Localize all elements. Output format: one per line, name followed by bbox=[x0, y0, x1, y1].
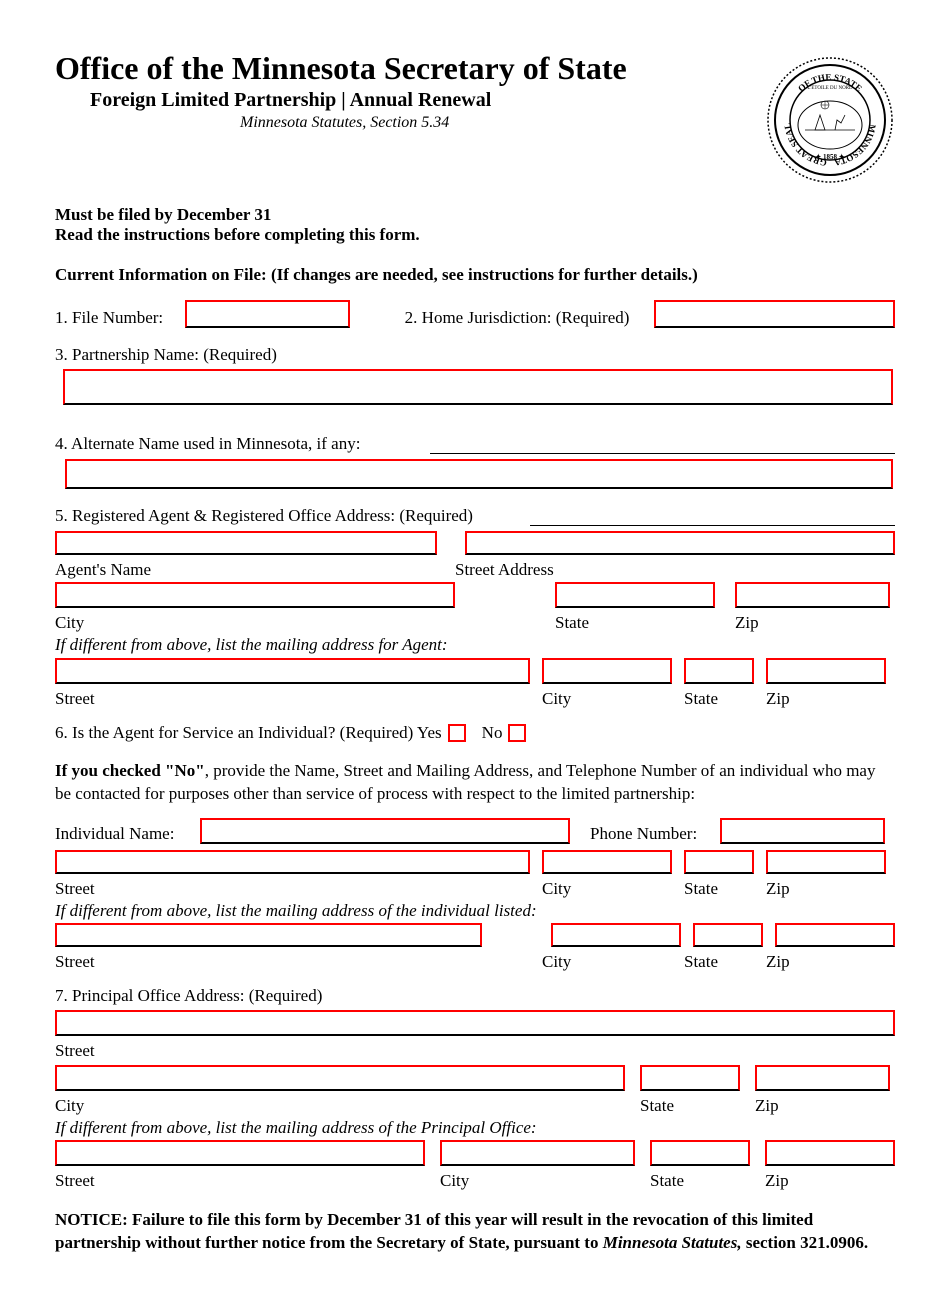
agent-mail-state-input[interactable] bbox=[684, 658, 754, 684]
agent-mail-zip-input[interactable] bbox=[766, 658, 886, 684]
principal-mail-note: If different from above, list the mailin… bbox=[55, 1118, 895, 1138]
agent-name-input[interactable] bbox=[55, 531, 437, 555]
individual-mail-state-input[interactable] bbox=[693, 923, 763, 947]
row-file-jurisdiction: 1. File Number: 2. Home Jurisdiction: (R… bbox=[55, 300, 895, 328]
individual-state-sublabel: State bbox=[684, 879, 766, 899]
phone-number-input[interactable] bbox=[720, 818, 885, 844]
individual-mail-zip-input[interactable] bbox=[775, 923, 895, 947]
individual-mail-city-sublabel: City bbox=[542, 952, 684, 972]
partnership-name-input[interactable] bbox=[63, 369, 893, 405]
agent-mail-street-sublabel: Street bbox=[55, 689, 542, 709]
no-checkbox[interactable] bbox=[508, 724, 526, 742]
filing-instructions: Must be filed by December 31 Read the in… bbox=[55, 205, 895, 245]
agent-zip-sublabel: Zip bbox=[735, 613, 759, 633]
statute-reference: Minnesota Statutes, Section 5.34 bbox=[55, 114, 765, 132]
principal-mail-state-sublabel: State bbox=[650, 1171, 765, 1191]
q6-note: If you checked "No", provide the Name, S… bbox=[55, 760, 895, 806]
svg-text:✦ 1858 ✦: ✦ 1858 ✦ bbox=[815, 153, 844, 161]
individual-city-sublabel: City bbox=[542, 879, 684, 899]
header: Office of the Minnesota Secretary of Sta… bbox=[55, 50, 895, 185]
current-info-heading: Current Information on File: (If changes… bbox=[55, 265, 895, 285]
page-subtitle: Foreign Limited Partnership | Annual Ren… bbox=[55, 89, 765, 112]
principal-state-input[interactable] bbox=[640, 1065, 740, 1091]
principal-street-input[interactable] bbox=[55, 1010, 895, 1036]
agent-individual-label: 6. Is the Agent for Service an Individua… bbox=[55, 723, 442, 743]
yes-checkbox[interactable] bbox=[448, 724, 466, 742]
agent-state-input[interactable] bbox=[555, 582, 715, 608]
home-jurisdiction-input[interactable] bbox=[654, 300, 895, 328]
agent-mail-city-sublabel: City bbox=[542, 689, 684, 709]
agent-name-sublabel: Agent's Name bbox=[55, 560, 455, 580]
file-number-input[interactable] bbox=[185, 300, 350, 328]
principal-city-sublabel: City bbox=[55, 1096, 640, 1116]
principal-mail-zip-sublabel: Zip bbox=[765, 1171, 789, 1191]
street-address-sublabel: Street Address bbox=[455, 560, 554, 580]
principal-mail-state-input[interactable] bbox=[650, 1140, 750, 1166]
principal-mail-street-sublabel: Street bbox=[55, 1171, 440, 1191]
agent-city-input[interactable] bbox=[55, 582, 455, 608]
principal-city-input[interactable] bbox=[55, 1065, 625, 1091]
individual-zip-input[interactable] bbox=[766, 850, 886, 874]
individual-mail-zip-sublabel: Zip bbox=[766, 952, 790, 972]
agent-mail-street-input[interactable] bbox=[55, 658, 530, 684]
individual-street-input[interactable] bbox=[55, 850, 530, 874]
partnership-name-label: 3. Partnership Name: (Required) bbox=[55, 345, 895, 365]
principal-mail-zip-input[interactable] bbox=[765, 1140, 895, 1166]
read-instructions-text: Read the instructions before completing … bbox=[55, 225, 895, 245]
notice-part2: section 321.0906. bbox=[742, 1233, 869, 1252]
page-title: Office of the Minnesota Secretary of Sta… bbox=[55, 50, 765, 87]
no-label: No bbox=[482, 723, 503, 743]
individual-mail-street-sublabel: Street bbox=[55, 952, 542, 972]
individual-name-label: Individual Name: bbox=[55, 824, 200, 844]
agent-zip-input[interactable] bbox=[735, 582, 890, 608]
q6-note-prefix: If you checked "No" bbox=[55, 761, 205, 780]
principal-mail-street-input[interactable] bbox=[55, 1140, 425, 1166]
principal-street-sublabel: Street bbox=[55, 1041, 95, 1061]
file-number-label: 1. File Number: bbox=[55, 308, 185, 328]
agent-state-sublabel: State bbox=[555, 613, 735, 633]
individual-mail-state-sublabel: State bbox=[684, 952, 766, 972]
agent-mail-zip-sublabel: Zip bbox=[766, 689, 790, 709]
agent-city-sublabel: City bbox=[55, 613, 555, 633]
registered-agent-label: 5. Registered Agent & Registered Office … bbox=[55, 506, 530, 526]
individual-zip-sublabel: Zip bbox=[766, 879, 790, 899]
agent-mail-state-sublabel: State bbox=[684, 689, 766, 709]
individual-street-sublabel: Street bbox=[55, 879, 542, 899]
header-text: Office of the Minnesota Secretary of Sta… bbox=[55, 50, 765, 132]
svg-text:L'ETOILE DU NORD: L'ETOILE DU NORD bbox=[807, 86, 853, 91]
individual-mail-note: If different from above, list the mailin… bbox=[55, 901, 895, 921]
alternate-name-input[interactable] bbox=[65, 459, 893, 489]
individual-name-input[interactable] bbox=[200, 818, 570, 844]
home-jurisdiction-label: 2. Home Jurisdiction: (Required) bbox=[405, 308, 655, 328]
agent-mail-city-input[interactable] bbox=[542, 658, 672, 684]
phone-number-label: Phone Number: bbox=[590, 824, 720, 844]
individual-state-input[interactable] bbox=[684, 850, 754, 874]
deadline-text: Must be filed by December 31 bbox=[55, 205, 895, 225]
state-seal-icon: OF THE STATE GREAT SEAL MINNESOTA L'ETOI… bbox=[765, 55, 895, 185]
principal-zip-sublabel: Zip bbox=[755, 1096, 779, 1116]
principal-zip-input[interactable] bbox=[755, 1065, 890, 1091]
individual-mail-street-input[interactable] bbox=[55, 923, 482, 947]
individual-city-input[interactable] bbox=[542, 850, 672, 874]
alternate-name-label: 4. Alternate Name used in Minnesota, if … bbox=[55, 434, 430, 454]
alternate-name-underline bbox=[430, 453, 895, 454]
agent-mailing-note: If different from above, list the mailin… bbox=[55, 635, 895, 655]
principal-mail-city-sublabel: City bbox=[440, 1171, 650, 1191]
agent-street-address-input[interactable] bbox=[465, 531, 895, 555]
notice-text: NOTICE: Failure to file this form by Dec… bbox=[55, 1209, 895, 1255]
q5-underline bbox=[530, 525, 895, 526]
principal-state-sublabel: State bbox=[640, 1096, 755, 1116]
principal-mail-city-input[interactable] bbox=[440, 1140, 635, 1166]
principal-office-label: 7. Principal Office Address: (Required) bbox=[55, 986, 895, 1006]
individual-mail-city-input[interactable] bbox=[551, 923, 681, 947]
notice-statute: Minnesota Statutes, bbox=[603, 1233, 742, 1252]
